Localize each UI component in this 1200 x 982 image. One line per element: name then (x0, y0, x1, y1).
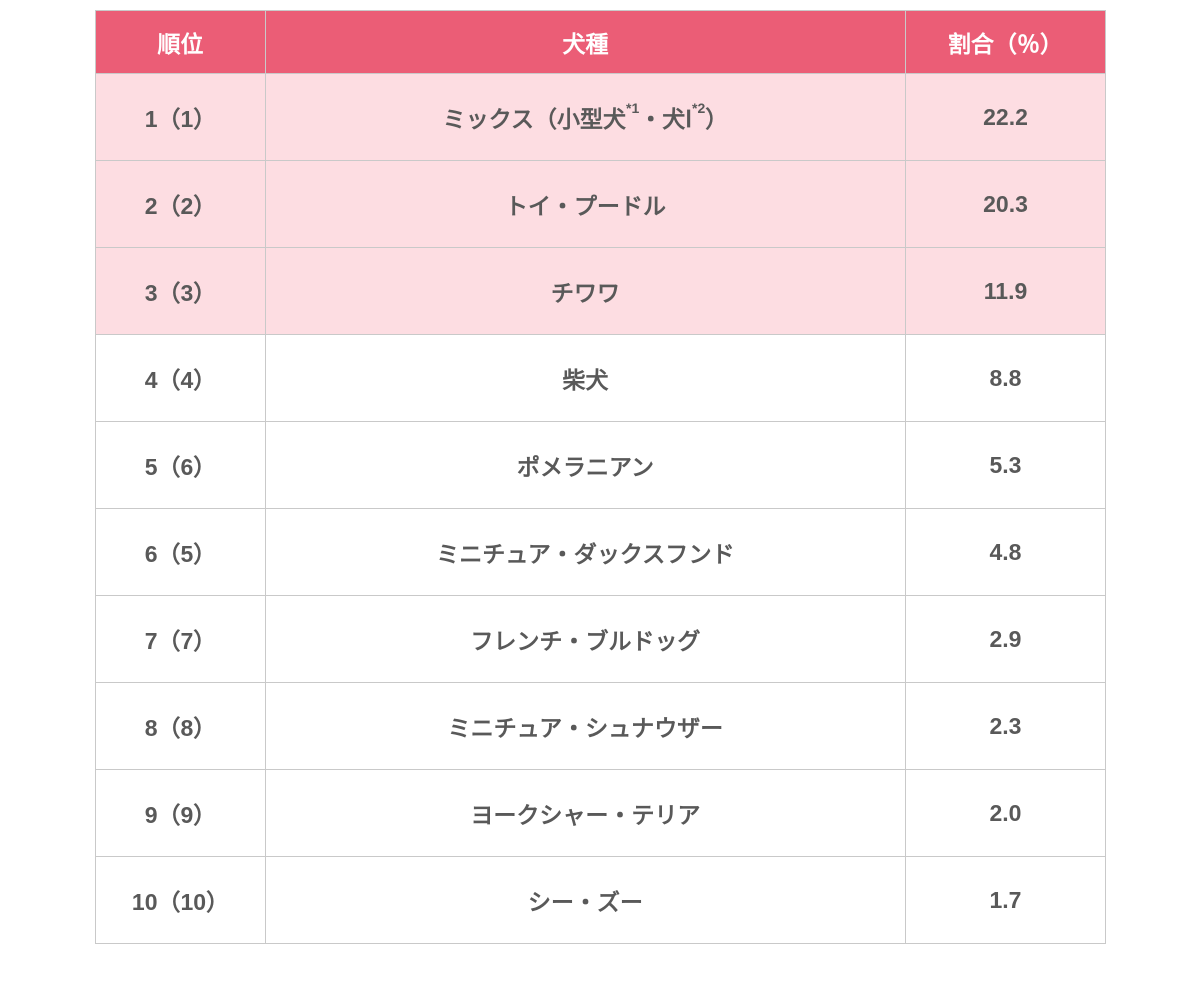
pct-cell: 5.3 (906, 422, 1106, 509)
breed-cell: ポメラニアン (266, 422, 906, 509)
rank-cell: 9（9） (96, 770, 266, 857)
breed-cell: トイ・プードル (266, 161, 906, 248)
superscript-1: *1 (626, 100, 639, 116)
rank-cell: 7（7） (96, 596, 266, 683)
pct-cell: 11.9 (906, 248, 1106, 335)
table-row: 5（6） ポメラニアン 5.3 (96, 422, 1106, 509)
pct-cell: 22.2 (906, 74, 1106, 161)
table-row: 7（7） フレンチ・ブルドッグ 2.9 (96, 596, 1106, 683)
col-header-rank: 順位 (96, 11, 266, 74)
breed-cell: フレンチ・ブルドッグ (266, 596, 906, 683)
breed-cell: チワワ (266, 248, 906, 335)
table-row: 3（3） チワワ 11.9 (96, 248, 1106, 335)
pct-cell: 2.9 (906, 596, 1106, 683)
pct-cell: 2.0 (906, 770, 1106, 857)
rank-cell: 1（1） (96, 74, 266, 161)
pct-cell: 2.3 (906, 683, 1106, 770)
breed-text: ・犬Ⅰ (639, 106, 692, 132)
rank-cell: 6（5） (96, 509, 266, 596)
dog-breed-table-container: 順位 犬種 割合（％） 1（1） ミックス（小型犬*1・犬Ⅰ*2） 22.2 2… (95, 10, 1105, 944)
col-header-breed: 犬種 (266, 11, 906, 74)
pct-cell: 20.3 (906, 161, 1106, 248)
pct-cell: 8.8 (906, 335, 1106, 422)
table-row: 9（9） ヨークシャー・テリア 2.0 (96, 770, 1106, 857)
rank-cell: 2（2） (96, 161, 266, 248)
table-row: 4（4） 柴犬 8.8 (96, 335, 1106, 422)
breed-text: ） (705, 106, 728, 132)
rank-cell: 5（6） (96, 422, 266, 509)
table-row: 6（5） ミニチュア・ダックスフンド 4.8 (96, 509, 1106, 596)
dog-breed-table: 順位 犬種 割合（％） 1（1） ミックス（小型犬*1・犬Ⅰ*2） 22.2 2… (95, 10, 1106, 944)
breed-cell: シー・ズー (266, 857, 906, 944)
breed-cell: ミニチュア・ダックスフンド (266, 509, 906, 596)
superscript-2: *2 (692, 100, 705, 116)
table-header-row: 順位 犬種 割合（％） (96, 11, 1106, 74)
breed-cell: 柴犬 (266, 335, 906, 422)
col-header-pct: 割合（％） (906, 11, 1106, 74)
table-row: 2（2） トイ・プードル 20.3 (96, 161, 1106, 248)
breed-cell: ヨークシャー・テリア (266, 770, 906, 857)
breed-text: ミックス（小型犬 (443, 106, 626, 132)
rank-cell: 3（3） (96, 248, 266, 335)
rank-cell: 10（10） (96, 857, 266, 944)
breed-cell: ミックス（小型犬*1・犬Ⅰ*2） (266, 74, 906, 161)
rank-cell: 4（4） (96, 335, 266, 422)
pct-cell: 4.8 (906, 509, 1106, 596)
pct-cell: 1.7 (906, 857, 1106, 944)
rank-cell: 8（8） (96, 683, 266, 770)
table-row: 8（8） ミニチュア・シュナウザー 2.3 (96, 683, 1106, 770)
table-row: 10（10） シー・ズー 1.7 (96, 857, 1106, 944)
table-row: 1（1） ミックス（小型犬*1・犬Ⅰ*2） 22.2 (96, 74, 1106, 161)
breed-cell: ミニチュア・シュナウザー (266, 683, 906, 770)
